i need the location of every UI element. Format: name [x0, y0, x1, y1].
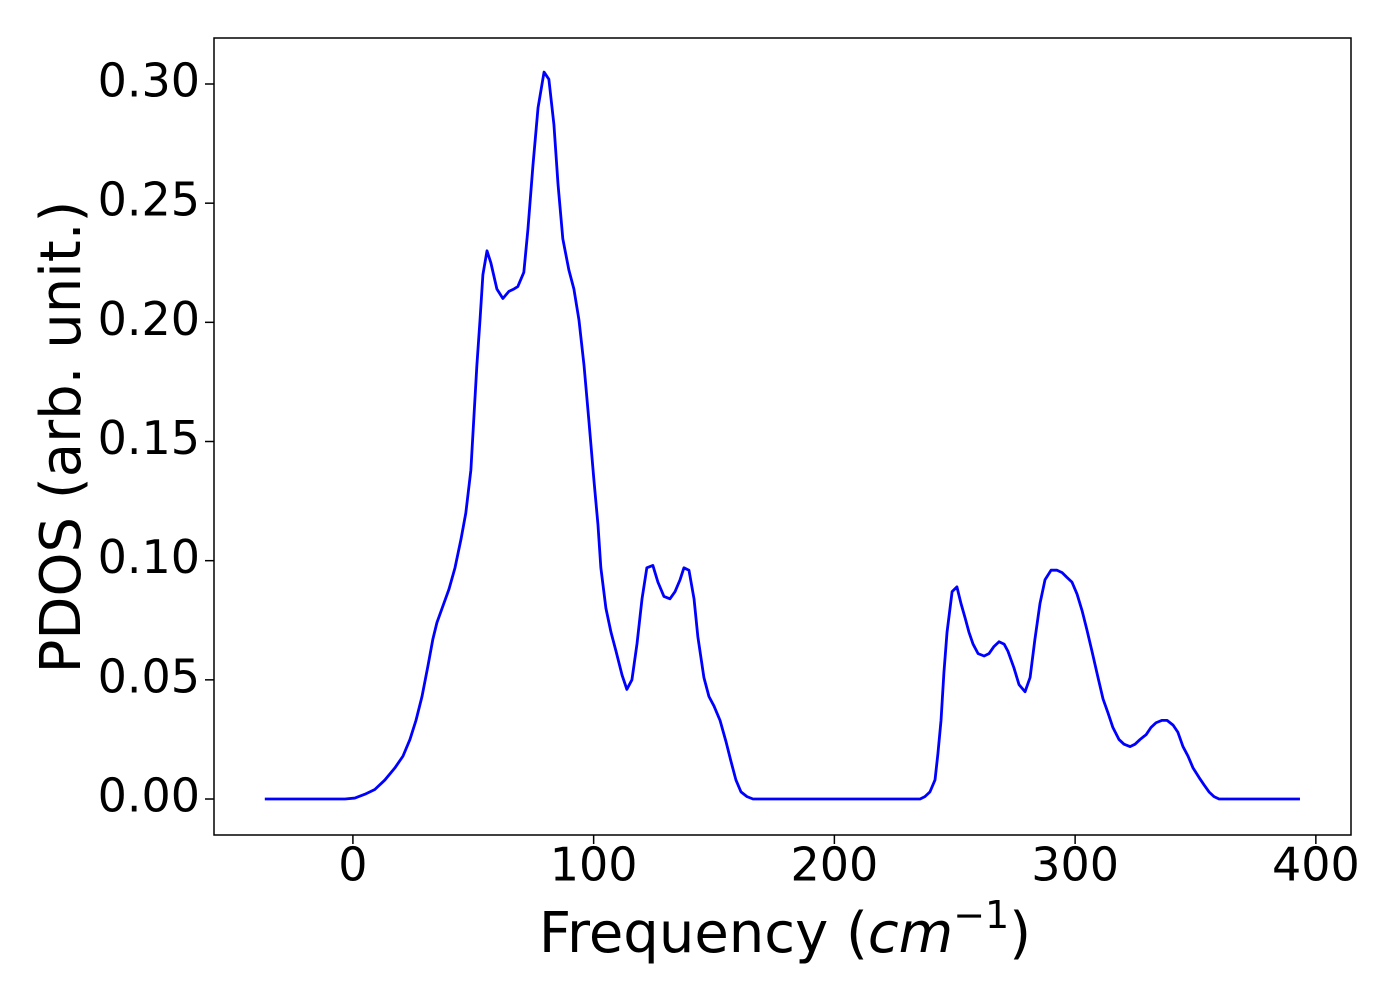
- y-axis-label: PDOS (arb. unit.): [29, 201, 94, 674]
- y-tick-label: 0.05: [98, 649, 200, 703]
- x-label-unit: cm: [868, 901, 953, 966]
- x-tick-label: 200: [790, 838, 878, 892]
- x-tick-label: 100: [550, 838, 638, 892]
- plot-frame: [213, 37, 1352, 836]
- y-tick-label: 0.10: [98, 530, 200, 584]
- y-tick-label: 0.00: [98, 769, 200, 823]
- y-tick-label: 0.30: [98, 53, 200, 107]
- y-tick-label: 0.20: [98, 292, 200, 346]
- x-label-exponent: −1: [953, 893, 1009, 937]
- x-label-text: Frequency (: [539, 901, 868, 966]
- x-tick-label: 300: [1031, 838, 1119, 892]
- y-tick-label: 0.15: [98, 411, 200, 465]
- x-tick-label: 0: [338, 838, 367, 892]
- x-tick-label: 400: [1272, 838, 1360, 892]
- y-tick-label: 0.25: [98, 173, 200, 227]
- x-axis-label: Frequency (cm−1): [539, 893, 1031, 966]
- data-line: [264, 70, 1300, 801]
- x-label-close: ): [1009, 901, 1031, 966]
